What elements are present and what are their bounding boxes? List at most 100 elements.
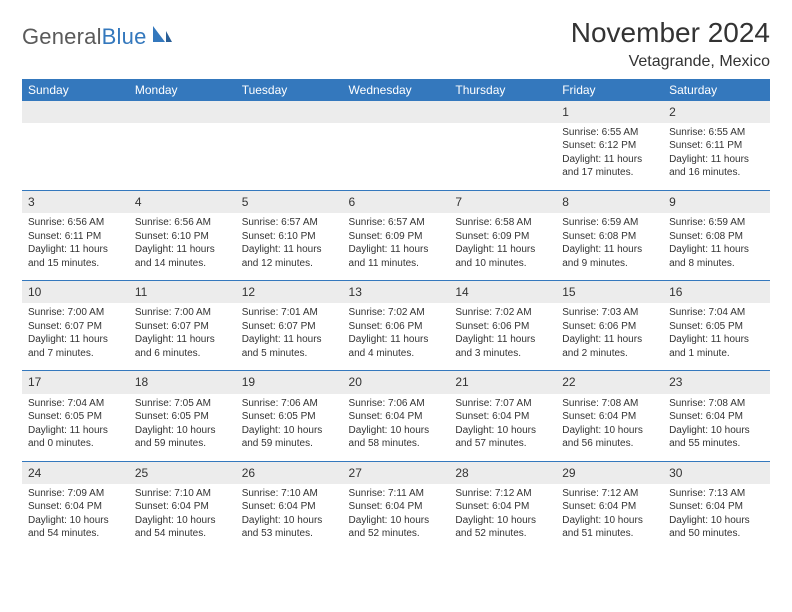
day-detail-cell: Sunrise: 7:05 AMSunset: 6:05 PMDaylight:… (129, 394, 236, 462)
daylight-line: Daylight: 11 hours and 2 minutes. (562, 333, 657, 360)
day-detail-cell (236, 123, 343, 191)
sunset-line: Sunset: 6:11 PM (669, 139, 764, 153)
day-detail-cell: Sunrise: 7:04 AMSunset: 6:05 PMDaylight:… (22, 394, 129, 462)
day-detail-cell: Sunrise: 6:59 AMSunset: 6:08 PMDaylight:… (663, 213, 770, 281)
daynum-row: 3456789 (22, 191, 770, 213)
sunrise-line: Sunrise: 7:04 AM (669, 306, 764, 320)
day-detail-cell: Sunrise: 7:08 AMSunset: 6:04 PMDaylight:… (556, 394, 663, 462)
day-number-cell (129, 101, 236, 123)
sunrise-line: Sunrise: 7:05 AM (135, 397, 230, 411)
weekday-header: Wednesday (343, 79, 450, 101)
sunrise-line: Sunrise: 7:02 AM (349, 306, 444, 320)
daylight-line: Daylight: 11 hours and 7 minutes. (28, 333, 123, 360)
sunrise-line: Sunrise: 7:12 AM (562, 487, 657, 501)
sunset-line: Sunset: 6:04 PM (455, 410, 550, 424)
sunrise-line: Sunrise: 7:09 AM (28, 487, 123, 501)
sunset-line: Sunset: 6:10 PM (135, 230, 230, 244)
daynum-row: 12 (22, 101, 770, 123)
day-number-cell: 14 (449, 281, 556, 303)
daylight-line: Daylight: 10 hours and 52 minutes. (455, 514, 550, 541)
sunset-line: Sunset: 6:09 PM (455, 230, 550, 244)
sunset-line: Sunset: 6:04 PM (669, 500, 764, 514)
weekday-header: Tuesday (236, 79, 343, 101)
day-number-cell: 21 (449, 371, 556, 393)
day-detail-cell: Sunrise: 6:56 AMSunset: 6:11 PMDaylight:… (22, 213, 129, 281)
sunrise-line: Sunrise: 7:06 AM (242, 397, 337, 411)
sunset-line: Sunset: 6:07 PM (242, 320, 337, 334)
sunset-line: Sunset: 6:08 PM (669, 230, 764, 244)
daylight-line: Daylight: 10 hours and 59 minutes. (242, 424, 337, 451)
daynum-row: 17181920212223 (22, 371, 770, 393)
logo-text-gray: General (22, 24, 102, 49)
day-detail-cell: Sunrise: 7:12 AMSunset: 6:04 PMDaylight:… (556, 484, 663, 551)
sunrise-line: Sunrise: 7:04 AM (28, 397, 123, 411)
sunrise-line: Sunrise: 7:10 AM (135, 487, 230, 501)
daylight-line: Daylight: 11 hours and 14 minutes. (135, 243, 230, 270)
day-detail-cell: Sunrise: 7:10 AMSunset: 6:04 PMDaylight:… (129, 484, 236, 551)
day-number-cell: 15 (556, 281, 663, 303)
day-number-cell: 29 (556, 462, 663, 484)
day-detail-cell: Sunrise: 7:12 AMSunset: 6:04 PMDaylight:… (449, 484, 556, 551)
day-detail-cell: Sunrise: 7:06 AMSunset: 6:04 PMDaylight:… (343, 394, 450, 462)
sunrise-line: Sunrise: 6:57 AM (349, 216, 444, 230)
day-number-cell: 20 (343, 371, 450, 393)
daylight-line: Daylight: 10 hours and 51 minutes. (562, 514, 657, 541)
day-number-cell (449, 101, 556, 123)
day-detail-cell: Sunrise: 7:11 AMSunset: 6:04 PMDaylight:… (343, 484, 450, 551)
title-block: November 2024 Vetagrande, Mexico (571, 18, 770, 71)
sail-icon (151, 24, 173, 49)
day-detail-cell: Sunrise: 7:13 AMSunset: 6:04 PMDaylight:… (663, 484, 770, 551)
sunset-line: Sunset: 6:06 PM (562, 320, 657, 334)
day-number-cell: 30 (663, 462, 770, 484)
day-detail-cell: Sunrise: 7:07 AMSunset: 6:04 PMDaylight:… (449, 394, 556, 462)
sunset-line: Sunset: 6:04 PM (669, 410, 764, 424)
daylight-line: Daylight: 10 hours and 56 minutes. (562, 424, 657, 451)
daylight-line: Daylight: 11 hours and 1 minute. (669, 333, 764, 360)
day-number-cell: 5 (236, 191, 343, 213)
daylight-line: Daylight: 10 hours and 50 minutes. (669, 514, 764, 541)
sunrise-line: Sunrise: 7:01 AM (242, 306, 337, 320)
sunrise-line: Sunrise: 6:56 AM (135, 216, 230, 230)
logo-text-blue: Blue (102, 24, 147, 49)
sunset-line: Sunset: 6:08 PM (562, 230, 657, 244)
daynum-row: 10111213141516 (22, 281, 770, 303)
sunrise-line: Sunrise: 7:10 AM (242, 487, 337, 501)
day-detail-cell: Sunrise: 6:56 AMSunset: 6:10 PMDaylight:… (129, 213, 236, 281)
day-number-cell (343, 101, 450, 123)
day-detail-cell (343, 123, 450, 191)
sunrise-line: Sunrise: 7:13 AM (669, 487, 764, 501)
day-detail-cell: Sunrise: 7:00 AMSunset: 6:07 PMDaylight:… (129, 303, 236, 371)
daylight-line: Daylight: 10 hours and 53 minutes. (242, 514, 337, 541)
sunrise-line: Sunrise: 7:08 AM (669, 397, 764, 411)
day-detail-cell: Sunrise: 7:06 AMSunset: 6:05 PMDaylight:… (236, 394, 343, 462)
day-detail-cell: Sunrise: 6:59 AMSunset: 6:08 PMDaylight:… (556, 213, 663, 281)
day-number-cell: 22 (556, 371, 663, 393)
sunset-line: Sunset: 6:04 PM (349, 410, 444, 424)
day-number-cell: 3 (22, 191, 129, 213)
daynum-row: 24252627282930 (22, 462, 770, 484)
day-detail-cell: Sunrise: 6:57 AMSunset: 6:10 PMDaylight:… (236, 213, 343, 281)
day-number-cell: 1 (556, 101, 663, 123)
sunset-line: Sunset: 6:04 PM (28, 500, 123, 514)
day-detail-cell: Sunrise: 7:08 AMSunset: 6:04 PMDaylight:… (663, 394, 770, 462)
daylight-line: Daylight: 11 hours and 16 minutes. (669, 153, 764, 180)
day-number-cell: 13 (343, 281, 450, 303)
sunrise-line: Sunrise: 6:57 AM (242, 216, 337, 230)
sunset-line: Sunset: 6:07 PM (28, 320, 123, 334)
day-detail-cell: Sunrise: 7:10 AMSunset: 6:04 PMDaylight:… (236, 484, 343, 551)
day-detail-cell: Sunrise: 7:04 AMSunset: 6:05 PMDaylight:… (663, 303, 770, 371)
day-number-cell: 17 (22, 371, 129, 393)
day-detail-cell (22, 123, 129, 191)
daylight-line: Daylight: 11 hours and 12 minutes. (242, 243, 337, 270)
daylight-line: Daylight: 11 hours and 4 minutes. (349, 333, 444, 360)
daylight-line: Daylight: 11 hours and 5 minutes. (242, 333, 337, 360)
sunset-line: Sunset: 6:11 PM (28, 230, 123, 244)
daylight-line: Daylight: 11 hours and 17 minutes. (562, 153, 657, 180)
sunset-line: Sunset: 6:04 PM (562, 410, 657, 424)
sunset-line: Sunset: 6:04 PM (562, 500, 657, 514)
day-number-cell: 28 (449, 462, 556, 484)
day-detail-cell: Sunrise: 7:09 AMSunset: 6:04 PMDaylight:… (22, 484, 129, 551)
sunset-line: Sunset: 6:12 PM (562, 139, 657, 153)
day-number-cell: 26 (236, 462, 343, 484)
daylight-line: Daylight: 10 hours and 54 minutes. (28, 514, 123, 541)
